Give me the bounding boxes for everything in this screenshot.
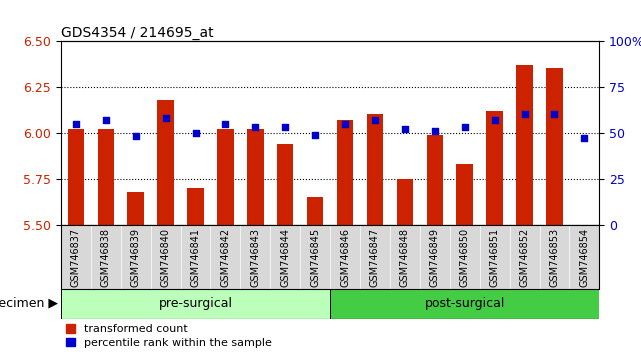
Point — [101, 117, 111, 123]
Point — [370, 117, 380, 123]
Text: GSM746843: GSM746843 — [251, 228, 260, 287]
Bar — [68, 129, 84, 225]
Text: pre-surgical: pre-surgical — [158, 297, 233, 310]
Text: GSM746837: GSM746837 — [71, 228, 81, 287]
Bar — [158, 99, 174, 225]
Bar — [487, 111, 503, 225]
Text: GSM746854: GSM746854 — [579, 228, 589, 287]
Point — [549, 112, 560, 117]
Point — [190, 130, 201, 136]
Point — [250, 124, 260, 130]
Bar — [427, 135, 443, 225]
Text: GSM746842: GSM746842 — [221, 228, 230, 287]
Bar — [97, 129, 114, 225]
Point — [490, 117, 500, 123]
Text: GDS4354 / 214695_at: GDS4354 / 214695_at — [61, 26, 213, 40]
Bar — [217, 129, 233, 225]
Bar — [187, 188, 204, 225]
Text: GSM746846: GSM746846 — [340, 228, 350, 287]
Point — [310, 132, 320, 137]
Text: GSM746847: GSM746847 — [370, 228, 380, 287]
Bar — [397, 179, 413, 225]
Point — [579, 136, 590, 141]
Text: GSM746839: GSM746839 — [131, 228, 140, 287]
Bar — [128, 192, 144, 225]
Point — [160, 115, 171, 121]
Text: GSM746851: GSM746851 — [490, 228, 499, 287]
Text: GSM746840: GSM746840 — [161, 228, 171, 287]
Text: GSM746841: GSM746841 — [190, 228, 201, 287]
Bar — [546, 68, 563, 225]
Bar — [456, 164, 473, 225]
Point — [340, 121, 350, 126]
Point — [429, 128, 440, 134]
Bar — [330, 289, 599, 319]
Bar — [307, 197, 324, 225]
Bar — [247, 129, 263, 225]
Text: GSM746838: GSM746838 — [101, 228, 111, 287]
Legend: transformed count, percentile rank within the sample: transformed count, percentile rank withi… — [67, 324, 272, 348]
Point — [460, 124, 470, 130]
Text: specimen ▶: specimen ▶ — [0, 297, 58, 310]
Bar — [367, 114, 383, 225]
Text: GSM746849: GSM746849 — [430, 228, 440, 287]
Bar — [337, 120, 353, 225]
Bar — [277, 144, 294, 225]
Point — [280, 124, 290, 130]
Point — [71, 121, 81, 126]
Bar — [61, 289, 330, 319]
Point — [400, 126, 410, 132]
Text: GSM746844: GSM746844 — [280, 228, 290, 287]
Point — [519, 112, 529, 117]
Text: GSM746850: GSM746850 — [460, 228, 470, 287]
Point — [131, 133, 141, 139]
Point — [221, 121, 231, 126]
Text: GSM746848: GSM746848 — [400, 228, 410, 287]
Text: GSM746845: GSM746845 — [310, 228, 320, 287]
Text: GSM746852: GSM746852 — [520, 228, 529, 287]
Text: post-surgical: post-surgical — [424, 297, 505, 310]
Bar — [517, 65, 533, 225]
Text: GSM746853: GSM746853 — [549, 228, 560, 287]
